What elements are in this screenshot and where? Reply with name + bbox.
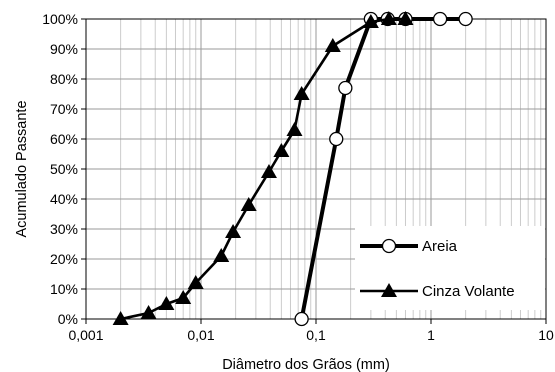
legend-marker-circle: [381, 238, 397, 254]
data-point-triangle: [260, 164, 277, 178]
y-tick-label: 10%: [50, 281, 78, 297]
x-tick-label: 10: [538, 327, 554, 343]
y-tick-label: 80%: [50, 71, 78, 87]
data-point-triangle: [397, 11, 414, 25]
x-tick-label: 0,1: [306, 327, 326, 343]
data-point-circle: [338, 80, 353, 96]
data-point-circle: [329, 131, 344, 147]
y-tick-label: 90%: [50, 41, 78, 57]
axis-ticks: 0% 10% 20% 30% 40% 50% 60% 70% 80% 90% 100% 0,001 0,…: [42, 11, 554, 343]
data-point-triangle: [286, 122, 303, 136]
data-point-triangle: [324, 38, 341, 52]
data-point-triangle: [240, 197, 257, 211]
series-line: [120, 17, 406, 321]
legend-entry: Cinza Volante: [360, 283, 515, 300]
y-tick-label: 30%: [50, 221, 78, 237]
y-tick-label: 100%: [42, 11, 78, 27]
x-tick-label: 0,001: [68, 327, 103, 343]
y-tick-label: 60%: [50, 131, 78, 147]
data-point-triangle: [293, 86, 310, 100]
legend-marker-triangle: [381, 283, 397, 297]
data-point-triangle: [225, 224, 242, 238]
data-point-triangle: [140, 305, 157, 319]
legend-label: Cinza Volante: [422, 283, 515, 300]
x-tick-label: 0,01: [187, 327, 214, 343]
series-cinza-volante: [112, 11, 414, 325]
x-tick-label: 1: [427, 327, 435, 343]
data-point-triangle: [362, 14, 379, 28]
data-point-triangle: [273, 143, 290, 157]
data-point-circle: [432, 11, 448, 27]
y-tick-label: 50%: [50, 161, 78, 177]
data-point-triangle: [187, 275, 204, 289]
x-axis-title: Diâmetro dos Grãos (mm): [222, 357, 390, 372]
data-point-triangle: [158, 296, 175, 310]
y-tick-label: 20%: [50, 251, 78, 267]
data-point-circle: [294, 311, 309, 327]
legend-entry: Areia: [360, 238, 458, 255]
y-tick-label: 70%: [50, 101, 78, 117]
data-point-triangle: [175, 290, 192, 304]
data-point-triangle: [380, 11, 397, 25]
data-point-triangle: [213, 248, 230, 262]
data-point-circle: [458, 11, 473, 27]
y-tick-label: 40%: [50, 191, 78, 207]
y-axis-title: Acumulado Passante: [14, 100, 30, 237]
y-tick-label: 0%: [58, 311, 78, 327]
legend: Areia Cinza Volante: [355, 226, 545, 310]
data-point-triangle: [112, 311, 129, 325]
series-layer: [112, 11, 473, 327]
legend-label: Areia: [422, 238, 458, 255]
